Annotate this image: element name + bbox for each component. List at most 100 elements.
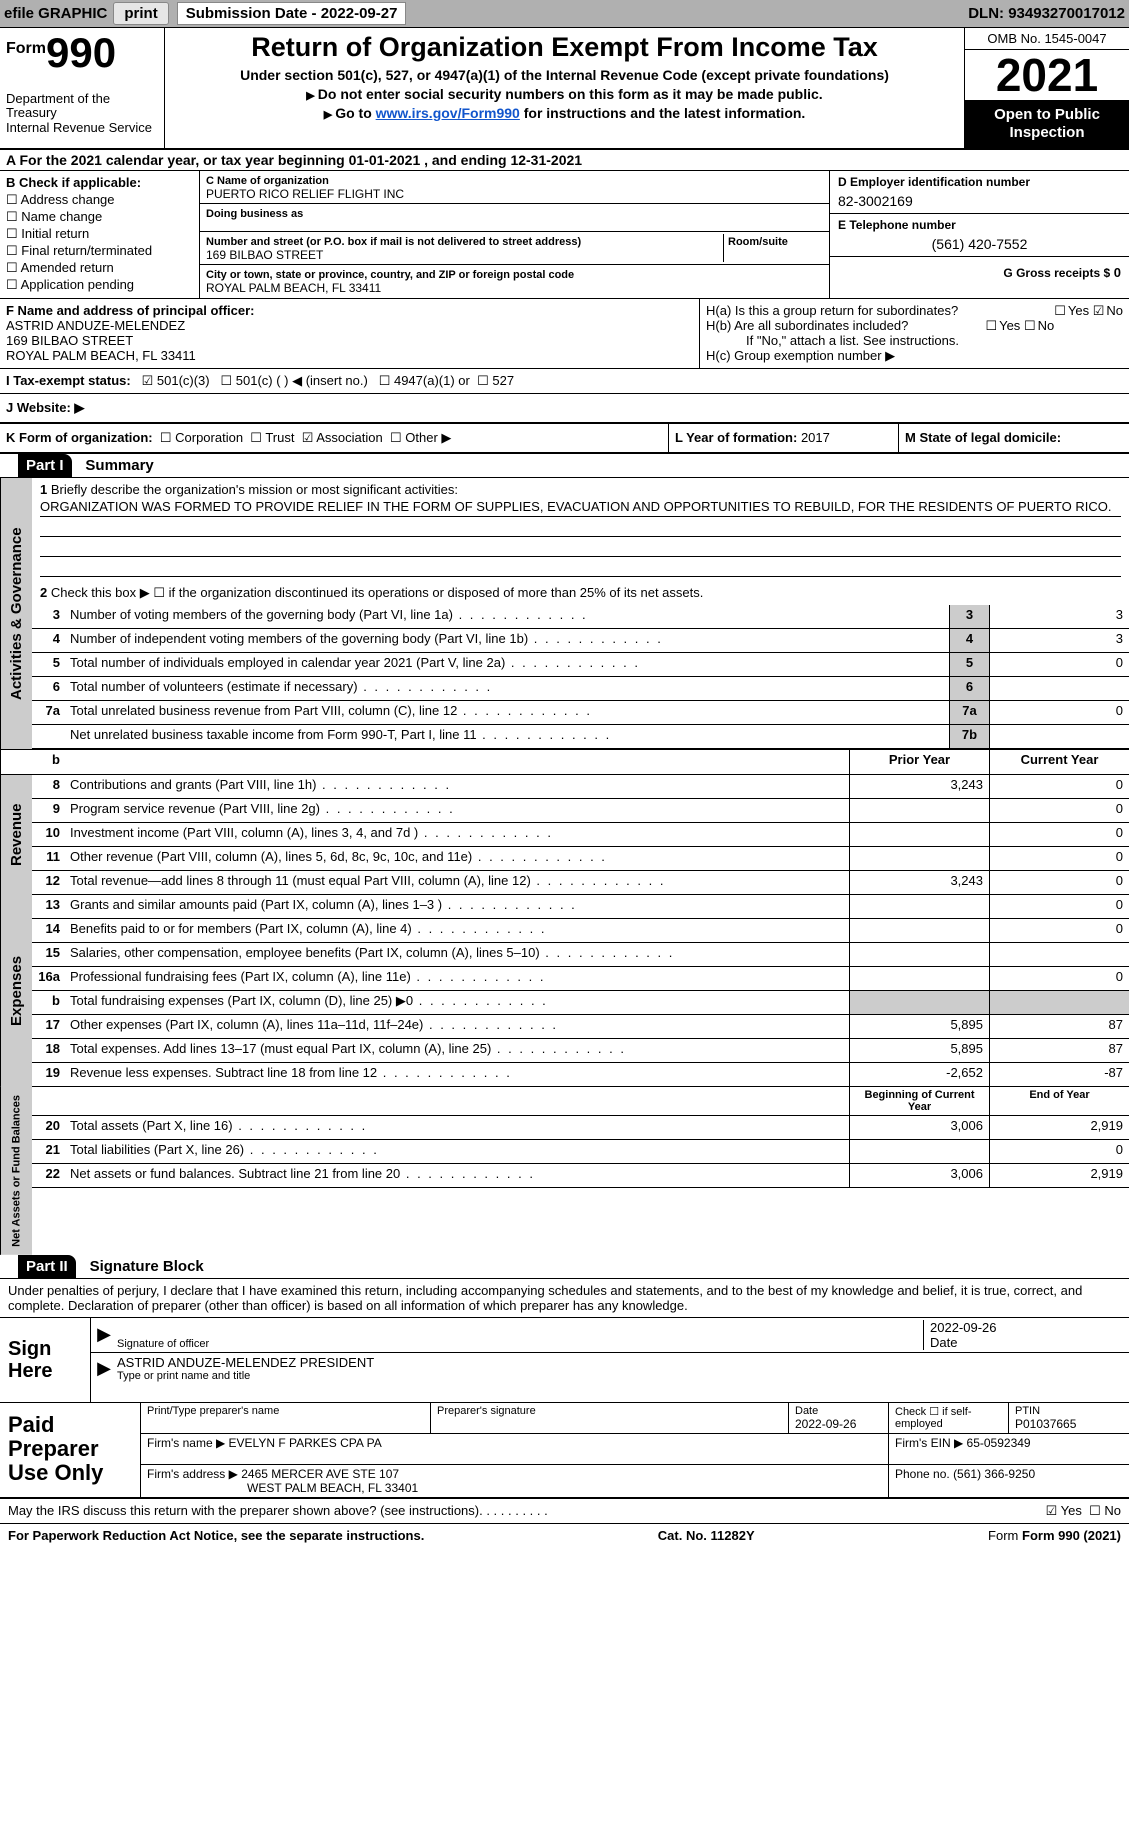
line-12: 12Total revenue—add lines 8 through 11 (… — [32, 871, 1129, 895]
section-bcd: B Check if applicable: Address change Na… — [0, 171, 1129, 299]
row-j-website: J Website: ▶ — [0, 394, 1129, 424]
perjury-declaration: Under penalties of perjury, I declare th… — [0, 1279, 1129, 1318]
officer-name: ASTRID ANDUZE-MELENDEZ — [6, 318, 185, 333]
line-22: 22Net assets or fund balances. Subtract … — [32, 1164, 1129, 1188]
line-14: 14Benefits paid to or for members (Part … — [32, 919, 1129, 943]
org-name: PUERTO RICO RELIEF FLIGHT INC — [206, 187, 404, 201]
discuss-yesno[interactable]: Yes No — [1046, 1503, 1121, 1519]
city-cell: City or town, state or province, country… — [200, 265, 829, 297]
cat-number: Cat. No. 11282Y — [424, 1528, 988, 1543]
sign-here-label: Sign Here — [0, 1318, 90, 1402]
dln: DLN: 93493270017012 — [968, 5, 1125, 22]
form-header: Form990 Department of the Treasury Inter… — [0, 28, 1129, 150]
gross-value: 0 — [1114, 265, 1121, 280]
print-button[interactable]: print — [113, 2, 168, 25]
dba-cell: Doing business as — [200, 204, 829, 232]
section-revenue-hdr: b Prior Year Current Year — [0, 749, 1129, 774]
row-k: K Form of organization: Corporation Trus… — [0, 424, 1129, 454]
hb-yesno[interactable]: Yes No — [985, 318, 1054, 334]
ck-trust[interactable]: Trust — [250, 430, 294, 445]
line-b: bTotal fundraising expenses (Part IX, co… — [32, 991, 1129, 1015]
header-right: OMB No. 1545-0047 2021 Open to Public In… — [964, 28, 1129, 148]
side-revenue: Revenue — [0, 775, 32, 895]
signature-date: 2022-09-26 Date — [923, 1320, 1123, 1350]
side-ag: Activities & Governance — [0, 478, 32, 749]
line-2: 2 Check this box ▶ ☐ if the organization… — [32, 581, 1129, 605]
section-expenses: Expenses 13Grants and similar amounts pa… — [0, 895, 1129, 1087]
box-d: D Employer identification number 82-3002… — [829, 171, 1129, 298]
header-mid: Return of Organization Exempt From Incom… — [165, 28, 964, 148]
firm-phone: Phone no. (561) 366-9250 — [889, 1465, 1129, 1497]
line-20: 20Total assets (Part X, line 16)3,0062,9… — [32, 1116, 1129, 1140]
header-sub3: Go to www.irs.gov/Form990 for instructio… — [171, 105, 958, 121]
box-b: B Check if applicable: Address change Na… — [0, 171, 200, 298]
phone-cell: E Telephone number (561) 420-7552 — [830, 214, 1129, 257]
preparer-signature[interactable]: Preparer's signature — [431, 1403, 789, 1433]
officer-signature-field[interactable]: Signature of officer — [111, 1323, 923, 1350]
signature-block: Under penalties of perjury, I declare th… — [0, 1279, 1129, 1499]
arrow-icon — [97, 1355, 111, 1382]
line-6: 6Total number of volunteers (estimate if… — [32, 677, 1129, 701]
ck-527[interactable]: 527 — [477, 373, 514, 388]
ha-yesno[interactable]: Yes No — [1054, 303, 1123, 319]
ck-corp[interactable]: Corporation — [160, 430, 243, 445]
header-left: Form990 Department of the Treasury Inter… — [0, 28, 165, 148]
line-11: 11Other revenue (Part VIII, column (A), … — [32, 847, 1129, 871]
ck-assoc[interactable]: Association — [302, 430, 383, 445]
sign-here-grid: Sign Here Signature of officer 2022-09-2… — [0, 1318, 1129, 1403]
part2-header: Part II Signature Block — [0, 1255, 1129, 1279]
side-net: Net Assets or Fund Balances — [0, 1087, 32, 1255]
ck-501c[interactable]: 501(c) ( ) ◀ (insert no.) — [220, 373, 367, 388]
org-name-cell: C Name of organization PUERTO RICO RELIE… — [200, 171, 829, 204]
box-f: F Name and address of principal officer:… — [0, 299, 699, 368]
header-sub2: Do not enter social security numbers on … — [171, 86, 958, 102]
ck-name-change[interactable]: Name change — [6, 209, 193, 225]
section-revenue: Revenue 8Contributions and grants (Part … — [0, 774, 1129, 895]
ein-cell: D Employer identification number 82-3002… — [830, 171, 1129, 214]
self-employed-check[interactable]: Check ☐ if self-employed — [889, 1403, 1009, 1433]
line-7a: 7aTotal unrelated business revenue from … — [32, 701, 1129, 725]
ck-other[interactable]: Other ▶ — [390, 430, 451, 445]
year-formation: L Year of formation: 2017 — [669, 424, 899, 452]
line-13: 13Grants and similar amounts paid (Part … — [32, 895, 1129, 919]
mission-text: ORGANIZATION WAS FORMED TO PROVIDE RELIE… — [40, 497, 1121, 517]
topbar: efile GRAPHIC print Submission Date - 20… — [0, 0, 1129, 28]
street-address: 169 BILBAO STREET — [206, 248, 323, 262]
ck-501c3[interactable]: 501(c)(3) — [142, 373, 210, 388]
line-5: 5Total number of individuals employed in… — [32, 653, 1129, 677]
paid-preparer-grid: Paid Preparer Use Only Print/Type prepar… — [0, 1403, 1129, 1499]
section-net-hdr: Net Assets or Fund Balances Beginning of… — [0, 1087, 1129, 1255]
line-8: 8Contributions and grants (Part VIII, li… — [32, 775, 1129, 799]
ck-application-pending[interactable]: Application pending — [6, 277, 193, 293]
footer: For Paperwork Reduction Act Notice, see … — [0, 1524, 1129, 1547]
ein-value: 82-3002169 — [838, 193, 1121, 209]
omb-number: OMB No. 1545-0047 — [965, 28, 1129, 50]
paid-preparer-label: Paid Preparer Use Only — [0, 1403, 140, 1497]
line-19: 19Revenue less expenses. Subtract line 1… — [32, 1063, 1129, 1087]
ck-address-change[interactable]: Address change — [6, 192, 193, 208]
addr-cell: Number and street (or P.O. box if mail i… — [200, 232, 829, 265]
row-i-tax-status: I Tax-exempt status: 501(c)(3) 501(c) ( … — [0, 369, 1129, 394]
ck-4947[interactable]: 4947(a)(1) or — [379, 373, 470, 388]
part1-header: Part I Summary — [0, 454, 1129, 478]
ck-final-return[interactable]: Final return/terminated — [6, 243, 193, 259]
open-to-public: Open to Public Inspection — [965, 100, 1129, 148]
efile-label: efile GRAPHIC — [4, 5, 107, 22]
firm-name: Firm's name ▶ EVELYN F PARKES CPA PA — [141, 1434, 889, 1464]
state-domicile: M State of legal domicile: — [899, 424, 1129, 452]
discuss-with-preparer: May the IRS discuss this return with the… — [0, 1499, 1129, 1524]
phone-value: (561) 420-7552 — [838, 236, 1121, 252]
arrow-icon — [97, 1320, 111, 1350]
section-activities-governance: Activities & Governance 1 Briefly descri… — [0, 478, 1129, 749]
line-4: 4Number of independent voting members of… — [32, 629, 1129, 653]
box-c: C Name of organization PUERTO RICO RELIE… — [200, 171, 829, 298]
form-number: Form990 — [6, 32, 158, 74]
box-h: H(a) Is this a group return for subordin… — [699, 299, 1129, 368]
ck-amended-return[interactable]: Amended return — [6, 260, 193, 276]
line-9: 9Program service revenue (Part VIII, lin… — [32, 799, 1129, 823]
gross-cell: G Gross receipts $ 0 — [830, 257, 1129, 298]
line-15: 15Salaries, other compensation, employee… — [32, 943, 1129, 967]
ck-initial-return[interactable]: Initial return — [6, 226, 193, 242]
irs-link[interactable]: www.irs.gov/Form990 — [376, 105, 520, 121]
line-1-mission: 1 Briefly describe the organization's mi… — [32, 478, 1129, 581]
